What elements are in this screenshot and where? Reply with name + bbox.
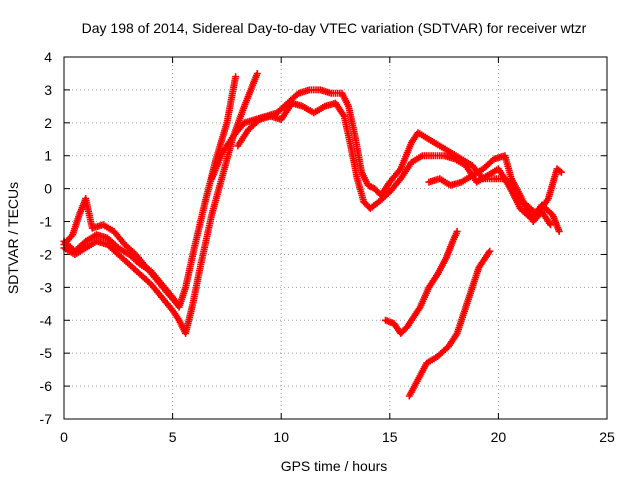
x-axis-label: GPS time / hours bbox=[281, 458, 388, 474]
data-point bbox=[486, 247, 494, 255]
data-point bbox=[547, 221, 554, 229]
y-tick-label: -2 bbox=[40, 246, 53, 262]
y-tick-label: 0 bbox=[44, 181, 52, 197]
series-track-b bbox=[60, 70, 261, 337]
y-axis-label: SDTVAR / TECUs bbox=[5, 182, 21, 294]
x-tick-label: 20 bbox=[491, 429, 507, 445]
y-tick-label: -4 bbox=[40, 312, 53, 328]
y-tick-label: -1 bbox=[40, 214, 53, 230]
series-track-e bbox=[234, 99, 563, 235]
y-tick-label: -5 bbox=[40, 345, 53, 361]
chart-title: Day 198 of 2014, Sidereal Day-to-day VTE… bbox=[82, 20, 587, 36]
data-point bbox=[557, 168, 565, 176]
x-tick-label: 10 bbox=[273, 429, 289, 445]
x-tick-label: 0 bbox=[60, 429, 68, 445]
y-tick-label: 2 bbox=[44, 115, 52, 131]
data-series bbox=[60, 70, 565, 400]
y-tick-label: -3 bbox=[40, 279, 53, 295]
data-point bbox=[453, 227, 461, 235]
y-tick-label: -7 bbox=[40, 411, 53, 427]
plot-frame bbox=[63, 56, 608, 420]
y-tick-label: 4 bbox=[44, 49, 52, 65]
x-tick-label: 25 bbox=[599, 429, 615, 445]
series-track-f bbox=[425, 152, 554, 229]
data-point bbox=[253, 70, 261, 77]
x-tick-label: 5 bbox=[169, 429, 177, 445]
data-point bbox=[232, 73, 240, 81]
y-tick-label: 1 bbox=[44, 148, 52, 164]
data-point bbox=[556, 167, 564, 175]
axis-ticks: 0 5 10 15 20 25 -7 -6 -5 -4 -3 -2 -1 0 1 2 3 4 bbox=[40, 49, 615, 445]
data-point bbox=[173, 300, 181, 308]
series-track-g bbox=[382, 227, 461, 337]
y-tick-label: 3 bbox=[44, 82, 52, 98]
y-tick-label: -6 bbox=[40, 378, 53, 394]
x-tick-label: 15 bbox=[382, 429, 398, 445]
series-track-h bbox=[405, 247, 494, 400]
data-point bbox=[555, 227, 563, 235]
series-track-c bbox=[60, 195, 181, 308]
